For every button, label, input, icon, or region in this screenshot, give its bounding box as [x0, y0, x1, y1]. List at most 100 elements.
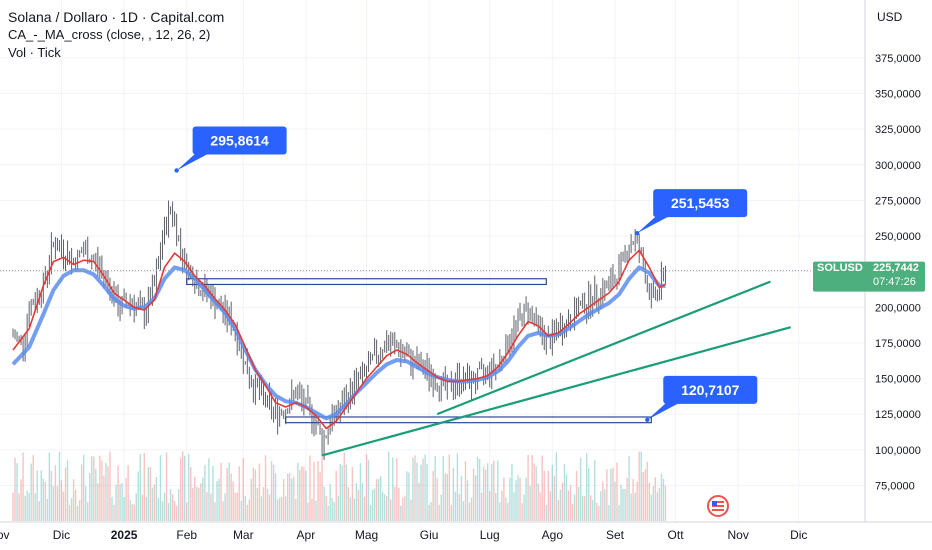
- volume-bar: [177, 489, 180, 521]
- volume-bar: [198, 487, 200, 521]
- volume-bar: [244, 495, 246, 521]
- volume-bar: [311, 498, 313, 521]
- volume-bar: [127, 465, 129, 521]
- volume-bar: [509, 477, 511, 521]
- volume-bar: [301, 466, 303, 521]
- volume-bar: [430, 501, 432, 521]
- volume-bar: [622, 488, 624, 521]
- volume-bar: [604, 489, 606, 521]
- volume-bar: [131, 504, 133, 521]
- fast-ma-line: [12, 249, 666, 430]
- volume-bar: [438, 504, 440, 521]
- x-tick-label: Lug: [480, 528, 500, 542]
- volume-bar: [598, 505, 600, 521]
- volume-bar: [113, 504, 115, 521]
- volume-bar: [85, 486, 87, 521]
- volume-bar: [579, 457, 582, 521]
- volume-bar: [416, 462, 418, 521]
- x-tick-label: Giu: [420, 528, 439, 542]
- volume-bar: [54, 465, 57, 521]
- volume-bar: [652, 485, 655, 521]
- price-zone: [285, 416, 652, 424]
- volume-bar: [517, 475, 519, 521]
- volume-bar: [202, 477, 204, 521]
- volume-bar: [539, 492, 541, 521]
- volume-bar: [523, 494, 525, 521]
- volume-bar: [501, 490, 503, 521]
- volume-bar: [270, 461, 273, 521]
- volume-bar: [448, 454, 451, 521]
- volume-bar: [157, 498, 160, 521]
- volume-bar: [287, 473, 289, 521]
- volume-bar: [404, 495, 406, 521]
- volume-label[interactable]: Vol · Tick: [8, 45, 61, 60]
- volume-bar: [656, 491, 659, 521]
- volume-bar: [624, 489, 626, 521]
- volume-bar: [482, 466, 485, 521]
- volume-bar: [450, 505, 453, 521]
- volume-bar: [139, 453, 141, 521]
- trendline: [436, 280, 771, 416]
- volume-bar: [541, 455, 543, 521]
- volume-bar: [145, 497, 148, 521]
- volume-bar: [577, 486, 580, 521]
- volume-bar: [159, 455, 162, 521]
- volume-bar: [460, 475, 463, 521]
- volume-bar: [626, 477, 628, 521]
- volume-bar: [303, 467, 305, 521]
- volume-bar: [278, 497, 281, 521]
- volume-bar: [543, 470, 545, 521]
- volume-bar: [383, 494, 386, 521]
- volume-bar: [153, 484, 156, 521]
- volume-bar: [274, 473, 277, 521]
- volume-bar: [511, 463, 513, 521]
- x-tick-label: 2025: [111, 528, 138, 542]
- volume-bar: [123, 497, 125, 521]
- callout-anchor: [634, 230, 640, 236]
- volume-bar: [353, 498, 356, 521]
- volume-bar: [46, 498, 49, 521]
- volume-bar: [105, 462, 107, 521]
- volume-bar: [291, 478, 293, 521]
- volume-bar: [648, 482, 650, 521]
- volume-bar: [664, 485, 667, 521]
- volume-bar: [388, 451, 390, 521]
- volume-bar: [143, 452, 145, 521]
- flag-icon[interactable]: [707, 495, 729, 517]
- volume-bar: [222, 501, 224, 521]
- volume-bar: [361, 482, 364, 521]
- volume-bar: [228, 462, 230, 521]
- moving-averages: [11, 249, 666, 430]
- volume-bar: [313, 461, 315, 521]
- volume-bar: [432, 471, 434, 521]
- volume-bar: [325, 496, 327, 521]
- volume-bar: [190, 467, 192, 521]
- volume-bar: [321, 456, 323, 521]
- currency-label[interactable]: USD: [877, 10, 903, 24]
- volume-bar: [452, 467, 455, 521]
- volume-bar: [297, 462, 299, 521]
- volume-bar: [495, 492, 497, 521]
- indicator-label[interactable]: CA_-_MA_cross (close, , 12, 26, 2): [8, 27, 211, 42]
- volume-bar: [20, 479, 22, 521]
- volume-bar: [62, 491, 65, 521]
- volume-bar: [99, 455, 101, 521]
- volume-bar: [34, 493, 36, 521]
- volume-bar: [52, 486, 55, 521]
- volume-bar: [317, 461, 319, 521]
- volume-bar: [497, 460, 499, 521]
- volume-bar: [147, 467, 150, 521]
- volume-bar: [93, 456, 95, 521]
- volume-bar: [527, 454, 529, 521]
- y-tick-label: 200,0000: [875, 302, 921, 314]
- volume-bar: [478, 458, 481, 521]
- time-axis: Nov Dic 2025 Feb Mar Apr Mag Giu Lug Ago Set Ott Nov…: [0, 528, 807, 542]
- callout-anchor: [645, 417, 650, 423]
- volume-bar: [289, 472, 291, 521]
- volume-bar: [489, 491, 491, 521]
- x-tick-label: Nov: [728, 528, 749, 542]
- y-tick-label: 125,0000: [875, 409, 921, 421]
- callout-pointer: [647, 401, 682, 420]
- volume-bar: [64, 467, 67, 521]
